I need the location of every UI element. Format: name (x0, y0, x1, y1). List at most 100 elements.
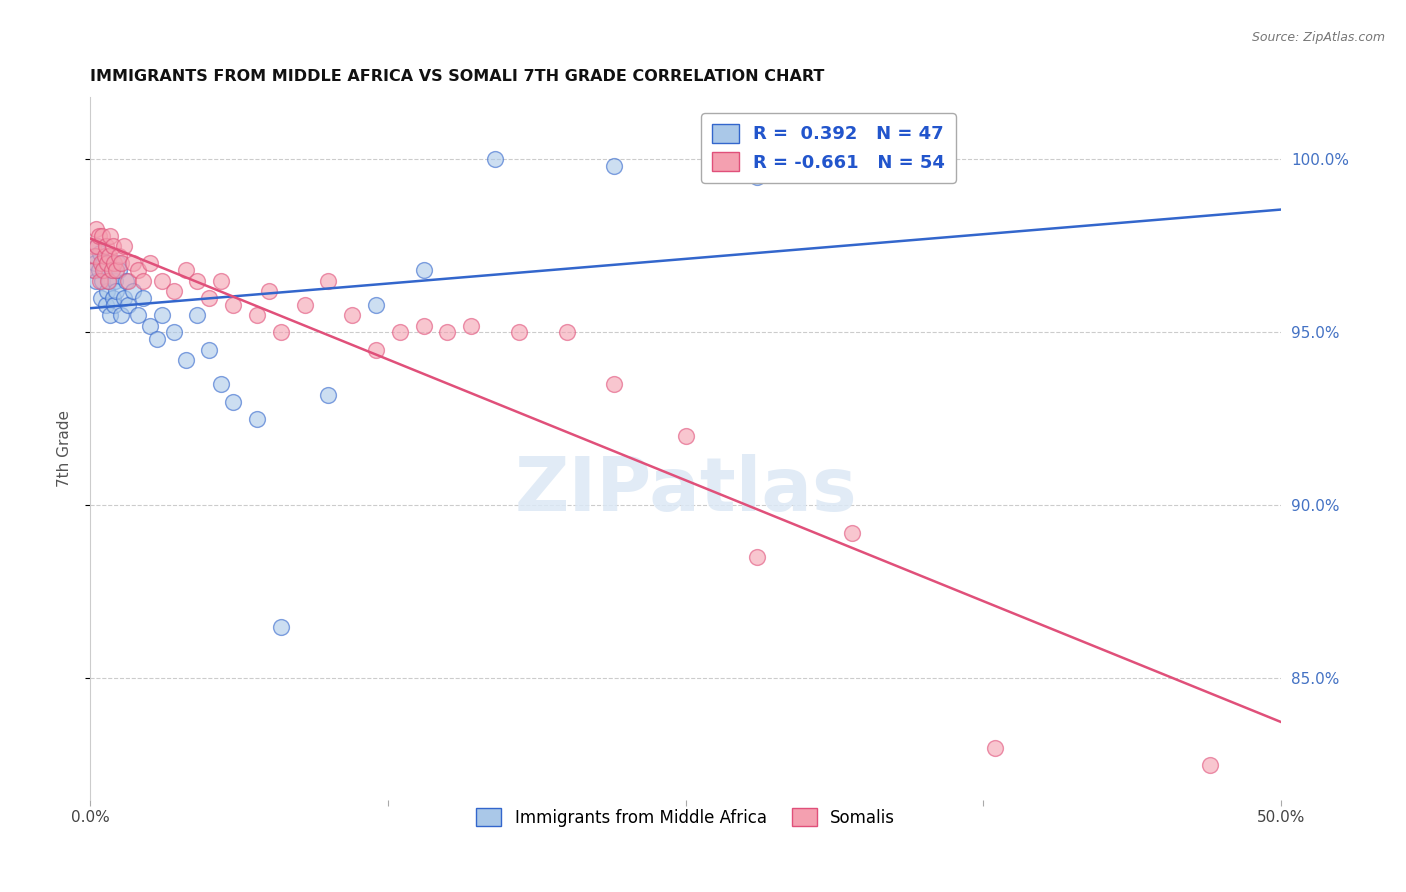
Point (675, 429, 697, 443)
Point (555, 326, 578, 340)
Point (131, 274, 153, 288)
Point (103, 256, 125, 270)
Point (364, 298, 387, 312)
Point (508, 326, 530, 340)
Point (270, 619, 292, 633)
Point (209, 377, 232, 392)
Point (436, 326, 458, 340)
Point (93, 249, 115, 263)
Point (91, 274, 114, 288)
Point (603, 160, 626, 174)
Point (82, 239, 104, 253)
Text: IMMIGRANTS FROM MIDDLE AFRICA VS SOMALI 7TH GRADE CORRELATION CHART: IMMIGRANTS FROM MIDDLE AFRICA VS SOMALI … (90, 69, 824, 84)
Point (318, 388, 340, 402)
Point (105, 263, 128, 277)
Point (107, 256, 129, 270)
Point (1198, 758, 1220, 772)
Point (139, 318, 162, 333)
Point (150, 308, 173, 322)
Point (89, 274, 111, 288)
Y-axis label: 7th Grade: 7th Grade (58, 409, 72, 487)
Point (117, 274, 139, 288)
Point (112, 291, 135, 305)
Point (90, 291, 112, 305)
Point (122, 256, 145, 270)
Legend: Immigrants from Middle Africa, Somalis: Immigrants from Middle Africa, Somalis (470, 802, 901, 833)
Point (209, 274, 232, 288)
Point (198, 343, 221, 357)
Point (87, 263, 110, 277)
Point (110, 256, 132, 270)
Point (90, 256, 112, 270)
Point (103, 298, 125, 312)
Point (174, 353, 197, 368)
Point (83, 263, 105, 277)
Point (83, 249, 105, 263)
Point (97, 256, 120, 270)
Point (100, 263, 122, 277)
Point (984, 740, 1007, 755)
Point (412, 318, 434, 333)
Point (84, 221, 107, 235)
Point (412, 263, 434, 277)
Point (100, 263, 122, 277)
Point (198, 291, 221, 305)
Point (270, 326, 292, 340)
Point (246, 308, 269, 322)
Point (89, 245, 111, 260)
Point (91, 228, 114, 243)
Point (186, 274, 208, 288)
Point (257, 284, 280, 298)
Point (94, 239, 117, 253)
Point (122, 284, 145, 298)
Point (388, 326, 411, 340)
Point (484, 153, 506, 167)
Point (87, 228, 110, 243)
Point (222, 298, 245, 312)
Point (127, 263, 149, 277)
Point (84, 249, 107, 263)
Point (108, 263, 131, 277)
Point (96, 284, 118, 298)
Point (186, 308, 208, 322)
Point (104, 274, 127, 288)
Point (94, 298, 117, 312)
Point (115, 274, 138, 288)
Point (117, 298, 139, 312)
Point (294, 298, 316, 312)
Point (112, 239, 135, 253)
Point (91, 256, 114, 270)
Point (146, 332, 169, 346)
Point (222, 394, 245, 409)
Point (318, 274, 340, 288)
Point (86, 239, 108, 253)
Point (105, 284, 128, 298)
Point (342, 308, 364, 322)
Point (82, 263, 104, 277)
Point (162, 284, 184, 298)
Point (97, 274, 120, 288)
Text: Source: ZipAtlas.com: Source: ZipAtlas.com (1251, 31, 1385, 45)
Point (93, 263, 115, 277)
Point (91, 263, 114, 277)
Text: ZIPatlas: ZIPatlas (515, 454, 858, 527)
Point (127, 308, 149, 322)
Point (460, 318, 482, 333)
Point (98, 249, 121, 263)
Point (98, 274, 121, 288)
Point (246, 412, 269, 426)
Point (84, 256, 107, 270)
Point (139, 256, 162, 270)
Point (131, 291, 153, 305)
Point (110, 308, 132, 322)
Point (86, 239, 108, 253)
Point (100, 228, 122, 243)
Point (745, 169, 768, 184)
Point (96, 256, 118, 270)
Point (108, 249, 131, 263)
Point (745, 550, 768, 565)
Point (101, 291, 124, 305)
Point (364, 343, 387, 357)
Point (841, 526, 863, 541)
Point (603, 377, 626, 392)
